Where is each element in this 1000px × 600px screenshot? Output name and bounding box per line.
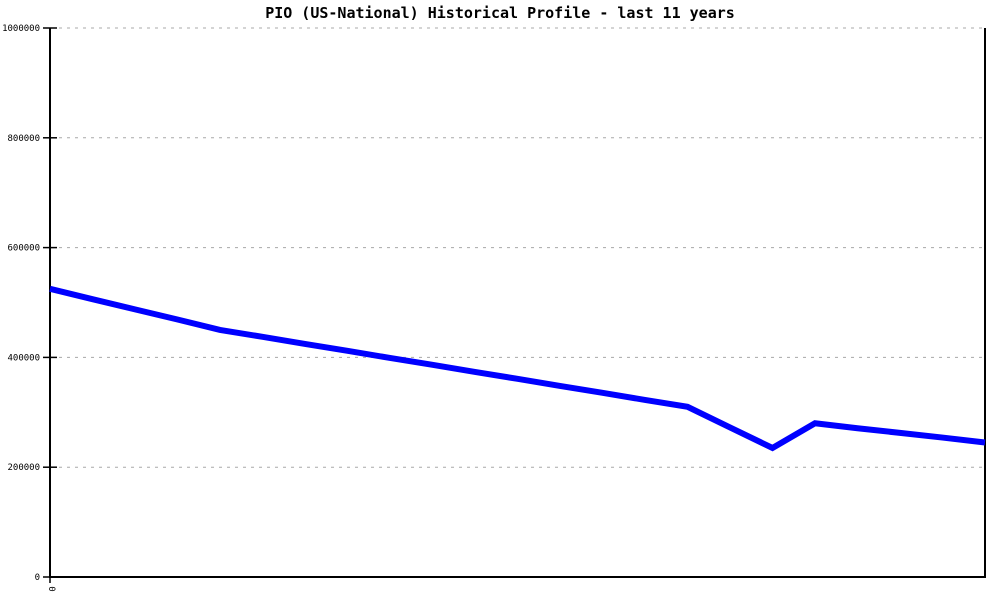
x-tick-label: 0	[46, 586, 56, 591]
chart-title: PIO (US-National) Historical Profile - l…	[265, 4, 735, 22]
axis-frame	[49, 28, 986, 578]
y-tick-label: 400000	[7, 353, 40, 363]
y-tick-label: 0	[35, 573, 40, 583]
y-tick-label: 200000	[7, 463, 40, 473]
y-tick-label: 800000	[7, 134, 40, 144]
y-tick-label: 600000	[7, 244, 40, 254]
y-tick-label: 1000000	[2, 24, 40, 34]
data-series-line	[49, 285, 986, 452]
